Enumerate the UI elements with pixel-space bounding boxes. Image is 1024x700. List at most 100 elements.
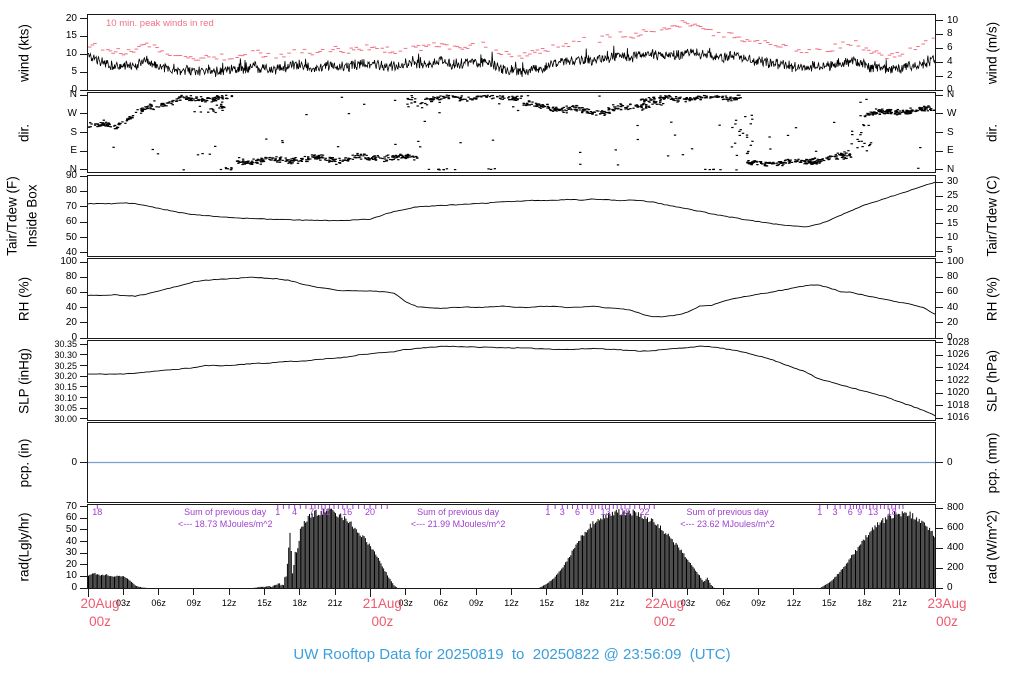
axis-label-right: RH (%) bbox=[984, 276, 1000, 321]
x-tick-label-minor: 12z bbox=[504, 598, 519, 608]
x-tick-label-minor: 12z bbox=[786, 598, 802, 608]
y-tick-left bbox=[80, 354, 88, 356]
y-tick-label-right: 600 bbox=[947, 522, 964, 534]
y-tick-right bbox=[935, 181, 943, 183]
y-tick-label-right: 0 bbox=[947, 84, 953, 95]
y-tick-left bbox=[80, 552, 88, 554]
x-tick-minor bbox=[687, 588, 689, 595]
y-tick-right bbox=[935, 61, 943, 63]
y-tick-right bbox=[935, 94, 943, 96]
y-tick-left bbox=[80, 276, 88, 278]
x-tick-label-minor: 21z bbox=[892, 598, 907, 608]
x-tick-minor bbox=[581, 588, 583, 595]
rad-hour-mark-label: 4 bbox=[292, 507, 298, 517]
y-tick-label-left: 90 bbox=[65, 170, 77, 181]
rad-hour-mark-label: 13 bbox=[868, 507, 879, 517]
rad-hour-mark-label: 16 bbox=[342, 507, 353, 517]
x-tick-label-minor: 12z bbox=[221, 598, 237, 608]
y-tick-right bbox=[935, 322, 943, 324]
y-tick-label-right: 100 bbox=[947, 256, 964, 268]
y-tick-label-left: S bbox=[70, 126, 77, 138]
y-tick-right bbox=[935, 587, 943, 589]
x-tick-label-minor: 15z bbox=[821, 598, 837, 608]
y-tick-left bbox=[80, 386, 88, 388]
y-tick-label-right: 2 bbox=[947, 70, 953, 82]
y-tick-label-left: 70 bbox=[65, 500, 77, 512]
y-tick-left bbox=[80, 237, 88, 239]
x-tick-label-minor: 06z bbox=[151, 598, 166, 608]
rad-hour-mark-label: 6 bbox=[847, 507, 853, 517]
y-tick-left bbox=[80, 322, 88, 324]
y-tick-label-left: 60 bbox=[65, 512, 77, 524]
axis-label-right: wind (m/s) bbox=[984, 21, 1000, 84]
axis-label-left: wind (kts) bbox=[16, 23, 32, 82]
y-tick-label-left: 30 bbox=[65, 547, 77, 559]
x-tick-minor bbox=[440, 588, 442, 595]
y-tick-label-left: E bbox=[70, 145, 77, 157]
axis-label-left: rad(Lgly/hr) bbox=[16, 511, 32, 582]
rad-hour-mark-label: 3 bbox=[559, 507, 565, 517]
x-tick-minor bbox=[863, 588, 865, 595]
y-tick-left bbox=[80, 418, 88, 420]
y-tick-label-right: 1022 bbox=[947, 374, 970, 386]
y-tick-left bbox=[80, 89, 88, 91]
x-tick-minor bbox=[793, 588, 795, 595]
y-tick-label-left: 0 bbox=[71, 456, 77, 468]
x-tick-label-minor: 18z bbox=[292, 598, 307, 608]
y-tick-label-right: 800 bbox=[947, 502, 964, 514]
x-date-label: 23Aug bbox=[927, 596, 967, 611]
x-tick-label-minor: 09z bbox=[751, 598, 766, 608]
axis-label-left: Tair/Tdew (F) bbox=[4, 176, 20, 256]
y-tick-label-right: 10 bbox=[947, 231, 959, 243]
y-tick-label-right: S bbox=[947, 126, 954, 138]
x-tick-label-minor: 09z bbox=[186, 598, 202, 608]
x-tick-label-minor: 18z bbox=[857, 598, 872, 608]
x-tick-minor bbox=[334, 588, 336, 595]
y-tick-label-left: 15 bbox=[65, 30, 77, 42]
y-tick-left bbox=[80, 94, 88, 96]
x-tick-label-minor: 21z bbox=[327, 598, 343, 608]
y-tick-left bbox=[80, 375, 88, 377]
y-tick-left bbox=[80, 575, 88, 577]
y-tick-label-left: 10 bbox=[65, 570, 77, 582]
y-tick-label-left: 20 bbox=[65, 316, 77, 328]
y-tick-left bbox=[80, 529, 88, 531]
y-tick-label-left: N bbox=[69, 89, 77, 101]
panel-rad bbox=[87, 504, 936, 589]
x-date-label: 20Aug bbox=[80, 596, 120, 611]
y-tick-label-left: 30.20 bbox=[54, 371, 77, 382]
y-tick-left bbox=[80, 252, 88, 254]
y-tick-left bbox=[80, 541, 88, 543]
y-tick-label-right: 80 bbox=[947, 271, 959, 283]
y-tick-label-left: 30.00 bbox=[54, 413, 77, 424]
y-tick-left bbox=[80, 169, 88, 171]
axis-label-left: pcp. (in) bbox=[16, 438, 32, 487]
rad-hour-mark-label: 1 bbox=[817, 507, 823, 517]
y-tick-right bbox=[935, 237, 943, 239]
y-tick-left bbox=[80, 206, 88, 208]
y-tick-label-right: 1026 bbox=[947, 349, 970, 361]
rad-hour-mark-label: 22 bbox=[639, 507, 650, 517]
y-tick-right bbox=[935, 354, 943, 356]
axis-label-left: dir. bbox=[16, 123, 32, 142]
x-tick-minor bbox=[475, 588, 477, 595]
y-tick-left bbox=[80, 517, 88, 519]
plot-temp bbox=[87, 181, 936, 228]
rad-hour-mark-label: 13 bbox=[600, 507, 611, 517]
axis-label-left: SLP (inHg) bbox=[16, 347, 32, 414]
x-date-label-hour: 00z bbox=[89, 614, 111, 629]
y-tick-label-left: 50 bbox=[65, 231, 77, 243]
y-tick-right bbox=[935, 307, 943, 309]
plot-slp bbox=[87, 345, 936, 417]
panel-slp bbox=[87, 340, 936, 421]
y-tick-label-right: 1020 bbox=[947, 387, 970, 399]
plot-rad bbox=[88, 505, 936, 588]
y-tick-left bbox=[80, 337, 88, 339]
y-tick-right bbox=[935, 417, 943, 419]
y-tick-label-right: 1016 bbox=[947, 412, 970, 424]
y-tick-right bbox=[935, 33, 943, 35]
y-tick-label-right: 6 bbox=[947, 42, 953, 54]
y-tick-label-left: 30.05 bbox=[54, 403, 77, 414]
x-tick-label-minor: 06z bbox=[715, 598, 731, 608]
x-tick-label-minor: 18z bbox=[574, 598, 590, 608]
